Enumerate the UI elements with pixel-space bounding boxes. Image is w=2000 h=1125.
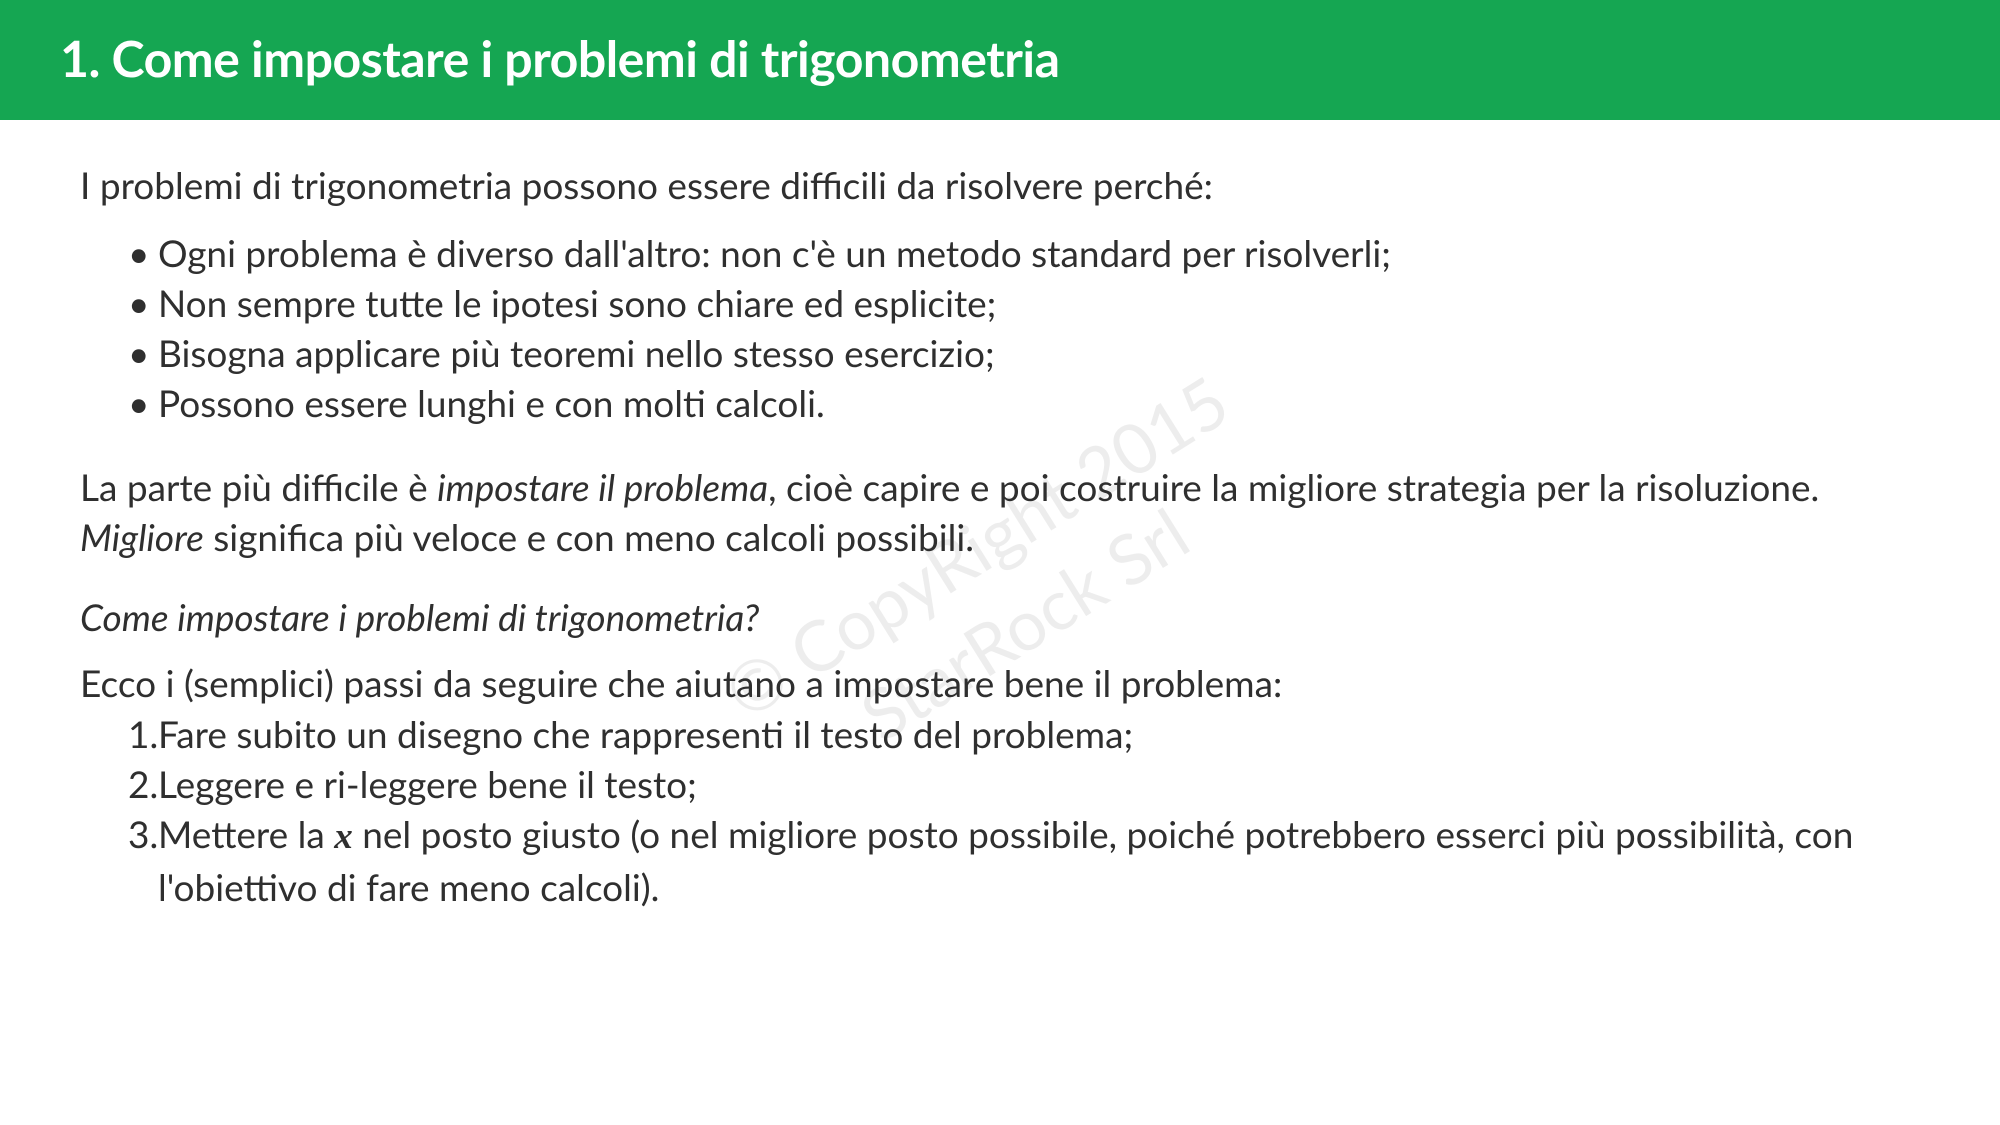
subheading: Come impostare i problemi di trigonometr… <box>80 592 1920 642</box>
slide-title: 1. Come impostare i problemi di trigonom… <box>60 28 1940 88</box>
slide-content: I problemi di trigonometria possono esse… <box>0 120 2000 912</box>
emphasis-text: Migliore <box>80 514 204 559</box>
text-fragment: significa più veloce e con meno calcoli … <box>204 514 974 559</box>
text-fragment: , cioè capire e poi costruire la miglior… <box>768 464 1819 509</box>
variable-x: x <box>334 816 353 857</box>
reasons-list: Ogni problema è diverso dall'altro: non … <box>80 228 1920 428</box>
list-item: Fare subito un disegno che rappresenti i… <box>128 709 1920 759</box>
slide-header: 1. Come impostare i problemi di trigonom… <box>0 0 2000 120</box>
list-item: Ogni problema è diverso dall'altro: non … <box>128 228 1920 278</box>
list-item: Mettere la x nel posto giusto (o nel mig… <box>128 809 1920 912</box>
text-fragment: nel posto giusto (o nel migliore posto p… <box>158 811 1853 909</box>
explanation-paragraph: La parte più difficile è impostare il pr… <box>80 462 1920 562</box>
text-fragment: Mettere la <box>158 811 334 856</box>
intro-text: I problemi di trigonometria possono esse… <box>80 160 1920 210</box>
steps-list: Fare subito un disegno che rappresenti i… <box>80 709 1920 912</box>
text-fragment: La parte più difficile è <box>80 464 437 509</box>
list-item: Non sempre tutte le ipotesi sono chiare … <box>128 278 1920 328</box>
list-item: Leggere e ri-leggere bene il testo; <box>128 759 1920 809</box>
emphasis-text: impostare il problema <box>437 464 768 509</box>
steps-intro: Ecco i (semplici) passi da seguire che a… <box>80 658 1920 708</box>
list-item: Possono essere lunghi e con molti calcol… <box>128 378 1920 428</box>
list-item: Bisogna applicare più teoremi nello stes… <box>128 328 1920 378</box>
